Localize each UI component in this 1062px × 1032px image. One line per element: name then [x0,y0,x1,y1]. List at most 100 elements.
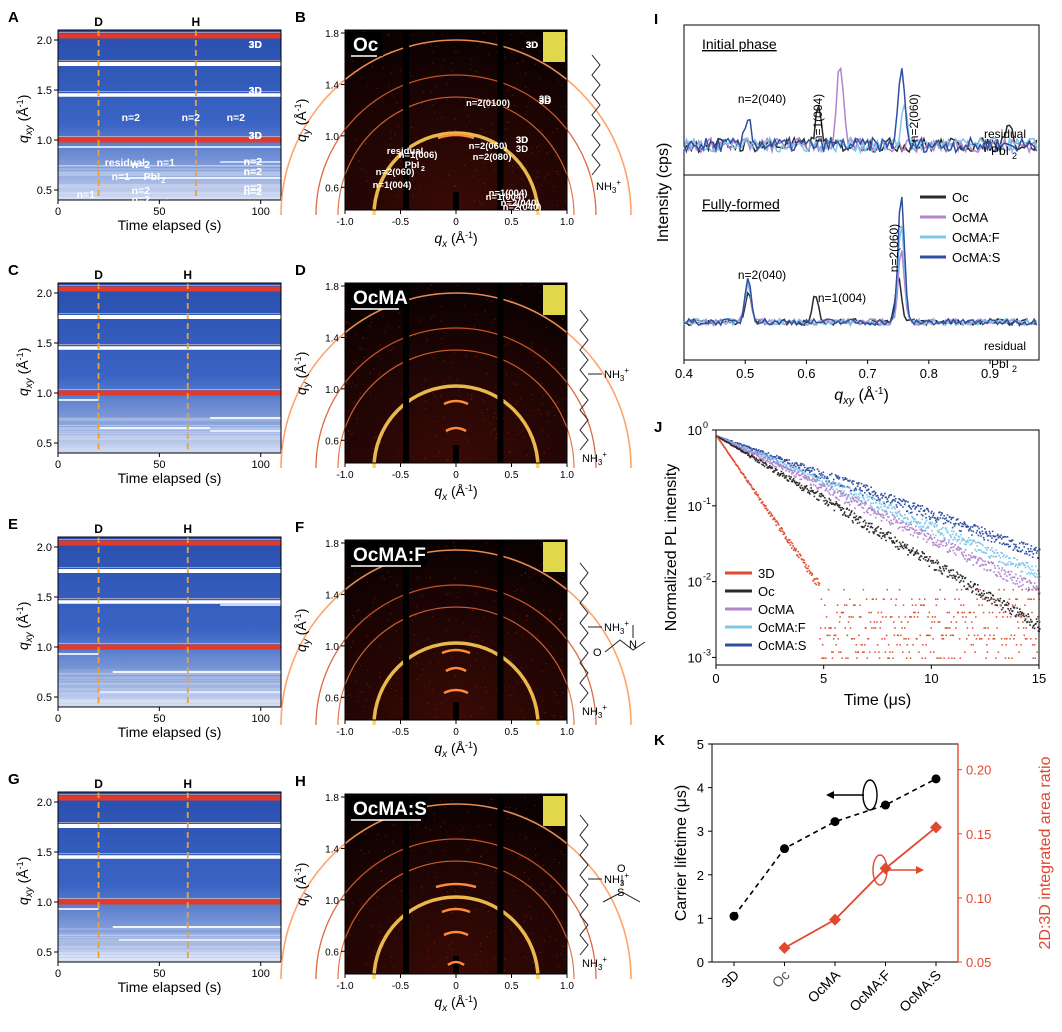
decay-point [880,503,883,506]
decay-point [959,542,962,545]
decay-point [870,486,872,489]
detector-speckle [523,920,526,922]
decay-point [776,461,778,464]
decay-point [806,475,809,478]
detector-speckle [437,661,440,663]
ylabel-sup: -1 [15,99,25,107]
decay-point [1007,546,1010,548]
detector-speckle [523,956,525,958]
decay-point [932,559,935,562]
decay-point [862,588,865,591]
detector-speckle [425,408,427,410]
decay-point [816,475,818,478]
decay-point [940,543,942,545]
decay-point [847,479,849,482]
decay-point [971,627,974,629]
decay-point [906,510,909,512]
decay-point [801,558,804,561]
decay-point [790,469,792,472]
decay-point [795,481,798,484]
detector-speckle [478,288,480,290]
decay-point [775,524,778,527]
detector-speckle [476,652,478,654]
detector-speckle [393,966,395,968]
decay-point [886,498,889,500]
decay-point [796,555,799,557]
decay-point [1017,621,1019,623]
decay-point [1028,588,1031,591]
decay-point [1032,585,1035,588]
decay-point [750,452,753,455]
decay-point [761,451,764,454]
decay-point [863,511,865,514]
decay-point [1007,607,1009,610]
decay-point [860,489,862,492]
detector-speckle [524,572,526,575]
decay-point [765,455,768,457]
y-tick-label: 1.8 [325,29,339,40]
decay-point [828,481,831,484]
detector-speckle [429,829,431,831]
decay-point [1031,588,1034,591]
peak-label: n=2(060) [469,141,508,152]
decay-point [942,534,945,537]
decay-point [816,498,818,501]
detector-speckle [372,368,375,370]
panel-letter: A [8,9,19,26]
detector-speckle [521,178,523,180]
decay-point [760,454,763,457]
decay-point [853,638,856,640]
decay-point [850,616,852,618]
detector-speckle [505,937,508,939]
decay-point [987,627,989,629]
decay-point [890,537,893,540]
decay-point [779,527,781,530]
decay-point [843,478,846,481]
diffraction-ring [372,384,540,469]
decay-point [1007,570,1010,573]
detector-speckle [361,76,363,78]
decay-point [765,463,767,465]
x-axis-label: qx (Å-1) [434,483,477,503]
legend-label: 3D [758,566,775,581]
detector-speckle [491,132,493,134]
decay-point [812,490,814,492]
decay-point [928,565,931,568]
legend-label: OcMA:S [758,638,807,653]
decay-point [770,457,772,459]
decay-point [787,467,789,469]
decay-point [776,521,779,524]
detector-speckle [464,305,466,307]
molecule-chain-oc [591,54,601,176]
decay-point [1014,545,1017,548]
detector-speckle [563,946,566,948]
decay-point [1024,618,1027,620]
decay-point [861,502,864,505]
detector-speckle [446,891,449,893]
decay-point [748,449,751,452]
decay-point [955,532,958,535]
decay-point [851,500,853,503]
detector-speckle [425,826,427,828]
decay-point [920,513,923,516]
detector-speckle [513,590,516,592]
decay-point [836,484,839,486]
decay-point [1006,555,1008,557]
xlabel-sup: -1 [465,230,473,240]
decay-point [1036,620,1039,623]
detector-speckle [376,896,378,898]
decay-point [803,464,805,467]
decay-point [997,598,999,600]
detector-speckle [466,811,469,814]
decay-point [1019,616,1022,618]
detector-speckle [368,851,370,853]
decay-point [787,468,790,470]
decay-point [949,550,951,552]
y-axis-label: qxy (Å-1) [15,857,35,905]
x-tick-label: 0 [453,470,459,481]
decay-point [830,651,833,653]
decay-point [837,638,839,640]
panel-letter: C [8,262,19,279]
legend-label: Oc [952,190,969,205]
detector-gap [403,540,410,720]
